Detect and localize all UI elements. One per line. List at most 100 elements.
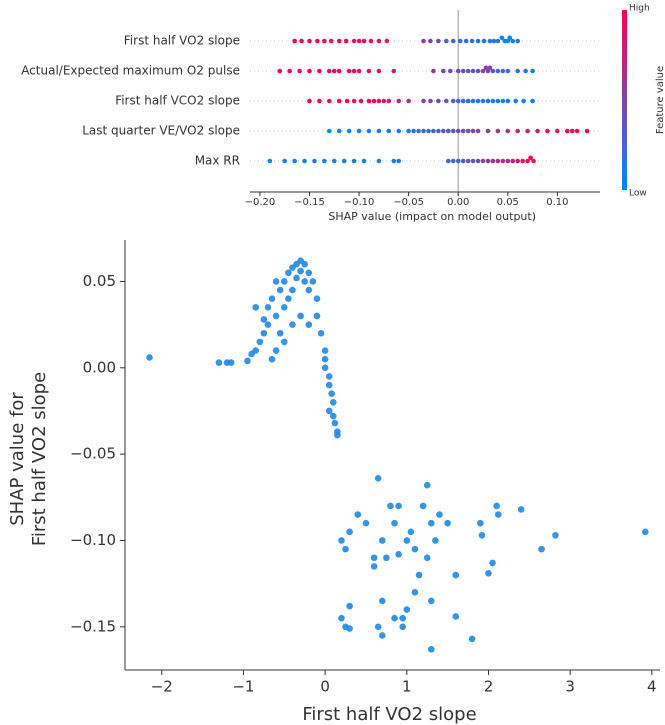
- shap-dot: [495, 128, 501, 134]
- point: [285, 269, 292, 277]
- point: [378, 632, 386, 639]
- point: [325, 381, 333, 389]
- point: [321, 364, 329, 372]
- point: [297, 267, 304, 275]
- shap-dot: [510, 38, 516, 44]
- shap-dot: [391, 158, 397, 164]
- shap-dot: [391, 68, 397, 74]
- point: [215, 359, 223, 366]
- x-tick-label: −0.10: [344, 197, 375, 208]
- shap-dot: [505, 158, 511, 164]
- shap-dot: [535, 128, 540, 134]
- shap-dot: [406, 98, 411, 104]
- shap-dot: [307, 98, 312, 104]
- shap-dot: [356, 68, 362, 74]
- shap-dot: [396, 128, 402, 134]
- shap-dot: [495, 158, 501, 164]
- point: [419, 502, 427, 510]
- point: [387, 502, 394, 510]
- shap-dot: [267, 158, 273, 164]
- shap-dot: [470, 128, 476, 134]
- shap-dot: [376, 98, 382, 104]
- y-tick-label: −0.15: [70, 617, 116, 635]
- shap-dot: [396, 158, 402, 164]
- shap-dot: [431, 128, 436, 134]
- shap-dot: [500, 158, 506, 164]
- shap-dot: [460, 68, 466, 74]
- point: [452, 571, 460, 579]
- colorbar: [622, 10, 627, 190]
- shap-dot: [460, 128, 466, 134]
- shap-dot: [455, 158, 461, 164]
- shap-dot: [428, 38, 433, 44]
- shap-dot: [366, 128, 372, 134]
- shap-dot: [376, 38, 382, 44]
- point: [452, 613, 460, 620]
- point: [317, 329, 325, 337]
- x-tick-label: −0.05: [393, 197, 424, 208]
- point: [268, 295, 276, 303]
- shap-dot: [356, 128, 362, 134]
- y-tick-label: 0.00: [83, 358, 116, 376]
- shap-dot: [520, 158, 525, 164]
- shap-dot: [485, 98, 491, 104]
- point: [370, 563, 378, 570]
- shap-dot: [460, 158, 466, 164]
- point: [334, 431, 341, 439]
- shap-dot: [426, 128, 431, 134]
- point: [436, 511, 443, 518]
- shap-dot: [455, 68, 461, 74]
- x-tick-label: 0.00: [447, 197, 469, 208]
- point: [427, 645, 435, 653]
- x-tick-label: 2: [484, 678, 494, 696]
- shap-dot: [505, 98, 511, 104]
- shap-dot: [376, 158, 382, 164]
- point: [301, 278, 308, 285]
- shap-dot: [292, 158, 297, 164]
- shap-dot: [515, 158, 521, 164]
- x-tick-label: −1: [232, 678, 254, 696]
- shap-dot: [441, 128, 446, 134]
- shap-dot: [500, 98, 506, 104]
- point: [280, 304, 288, 311]
- shap-dot: [371, 98, 377, 104]
- point: [272, 278, 280, 285]
- x-tick-label: 0: [320, 678, 330, 696]
- shap-dot: [322, 158, 327, 164]
- shap-dot: [495, 68, 501, 74]
- point: [395, 502, 402, 510]
- shap-dot: [351, 38, 357, 44]
- point: [427, 597, 435, 605]
- point: [494, 511, 502, 518]
- point: [391, 614, 398, 622]
- point: [276, 286, 284, 294]
- shap-dot: [450, 128, 456, 134]
- shap-dot: [491, 38, 497, 44]
- point: [338, 537, 345, 544]
- shap-dot: [465, 98, 471, 104]
- shap-dot: [421, 128, 426, 134]
- point: [489, 559, 496, 567]
- shap-dot: [343, 38, 349, 44]
- shap-dot: [336, 98, 342, 104]
- shap-dot: [317, 68, 322, 74]
- shap-dot: [336, 128, 342, 134]
- shap-dot: [490, 98, 496, 104]
- feature-label: Actual/Expected maximum O2 pulse: [21, 64, 240, 78]
- shap-dot: [346, 128, 352, 134]
- shap-dot: [525, 128, 530, 134]
- y-tick-label: −0.10: [70, 531, 116, 549]
- shap-dot: [292, 38, 297, 44]
- point: [374, 623, 382, 631]
- shap-dot: [436, 38, 441, 44]
- x-tick-label: −2: [151, 678, 173, 696]
- shap-dot: [368, 38, 374, 44]
- point: [305, 321, 313, 328]
- shap-dot: [505, 128, 511, 134]
- point: [305, 286, 313, 294]
- shap-dot: [344, 98, 350, 104]
- shap-dot: [376, 128, 382, 134]
- point: [477, 519, 484, 527]
- shap-dot: [470, 158, 476, 164]
- shap-dot: [564, 128, 570, 134]
